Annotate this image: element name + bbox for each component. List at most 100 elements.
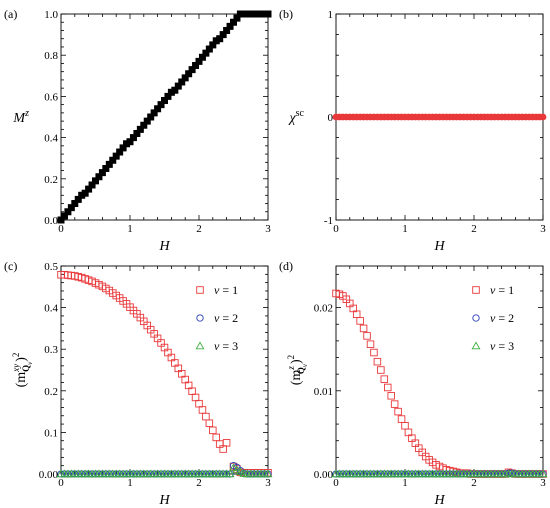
y-tick-label: -1 (324, 215, 333, 227)
legend-label-var: ν (214, 311, 220, 325)
data-point (157, 101, 165, 109)
series-1 (57, 10, 272, 224)
y-axis-label-subsub: ν (301, 363, 309, 367)
data-point (150, 109, 158, 117)
legend-label: ν = 1 (214, 283, 238, 297)
legend-label-value: = 1 (495, 283, 514, 297)
y-axis-label-subsub: ν (26, 361, 34, 365)
y-tick-label: 0.5 (44, 261, 58, 273)
y-axis-label-power: 2 (11, 353, 21, 358)
data-point (390, 400, 399, 408)
y-axis-label-tail: ) (289, 359, 304, 364)
data-point (198, 53, 206, 61)
data-point (74, 195, 82, 203)
data-point (223, 26, 231, 34)
data-point (205, 45, 213, 53)
x-tick-label: 3 (540, 477, 546, 489)
legend-label-value: = 3 (495, 339, 514, 353)
plot-frame (60, 265, 269, 475)
data-point (195, 399, 203, 408)
data-point (119, 144, 127, 152)
data-point (143, 117, 151, 125)
data-point (209, 41, 217, 49)
legend-label-var: ν (214, 339, 220, 353)
x-tick-label: 1 (402, 223, 408, 235)
data-point (60, 212, 68, 220)
data-point (112, 152, 120, 160)
y-axis-label-sup: z (286, 366, 296, 371)
data-point (92, 177, 99, 185)
panel-label: (b) (279, 7, 293, 21)
data-point (71, 200, 79, 208)
data-point (219, 31, 227, 39)
data-point (102, 165, 110, 172)
x-tick-label: 1 (127, 477, 133, 489)
x-tick-label: 0 (58, 223, 64, 235)
y-tick-label: 0.2 (44, 386, 58, 398)
y-tick-label: 0.8 (44, 50, 58, 62)
y-tick-label: 0.02 (314, 303, 333, 315)
plot-frame (335, 265, 544, 475)
data-point (192, 62, 200, 69)
legend-label: ν = 3 (490, 339, 514, 353)
y-tick-label: 0.2 (44, 174, 58, 186)
data-point (205, 419, 214, 427)
legend-label-value: = 2 (495, 311, 514, 325)
data-point (161, 97, 168, 105)
x-tick-label: 3 (265, 223, 271, 235)
data-point (181, 74, 189, 82)
legend-label: ν = 2 (490, 311, 514, 325)
legend-label-var: ν (490, 283, 496, 297)
data-point (263, 469, 273, 478)
legend-marker (472, 314, 480, 322)
data-point (229, 462, 238, 470)
data-point (198, 406, 207, 414)
data-point (366, 340, 375, 348)
data-point (129, 134, 137, 142)
legend-marker (196, 314, 204, 322)
data-point (229, 463, 238, 472)
y-tick-label: 0.6 (44, 91, 58, 103)
y-tick-label: 0.4 (44, 303, 58, 315)
y-tick-label: 0.0 (44, 215, 58, 227)
data-point (109, 156, 117, 164)
x-tick-label: 0 (333, 477, 339, 489)
data-point (88, 181, 96, 189)
legend-label: ν = 2 (214, 311, 238, 325)
legend: ν = 1ν = 2ν = 3 (195, 283, 238, 353)
chart-panel-d: 0 1 2 30.000.010.02(d)H(mzQν)2ν = 1ν = 2ν =… (279, 259, 548, 508)
y-tick-label: 0.00 (39, 469, 59, 481)
y-tick-label: 1 (328, 9, 334, 21)
legend-label-value: = 1 (219, 283, 238, 297)
y-axis-label-power: 2 (286, 355, 296, 360)
data-point (195, 57, 203, 65)
panel-label: (a) (4, 7, 17, 21)
legend-marker (471, 341, 481, 350)
data-point (216, 35, 224, 43)
y-tick-label: 1.0 (44, 9, 58, 21)
x-tick-label: 0 (333, 223, 339, 235)
data-point (225, 469, 235, 478)
data-point (174, 82, 182, 90)
data-point (64, 208, 72, 216)
data-point (538, 469, 548, 478)
data-point (81, 189, 89, 197)
data-point (232, 465, 242, 474)
y-axis-label: (mxyQν)2 (11, 353, 34, 388)
legend-label-value: = 3 (219, 339, 238, 353)
legend-marker (472, 286, 480, 294)
y-axis-label-sup: sc (296, 108, 305, 119)
data-point (202, 412, 210, 421)
data-point (67, 204, 75, 212)
legend-label: ν = 1 (490, 283, 514, 297)
data-point (401, 421, 409, 430)
y-tick-label: 0.3 (44, 344, 58, 356)
y-axis-label-paren: (m (289, 370, 304, 386)
legend-label-value: = 2 (219, 311, 238, 325)
data-point (370, 348, 378, 357)
data-point (116, 148, 124, 156)
x-tick-label: 2 (471, 477, 477, 489)
data-point (209, 426, 217, 435)
